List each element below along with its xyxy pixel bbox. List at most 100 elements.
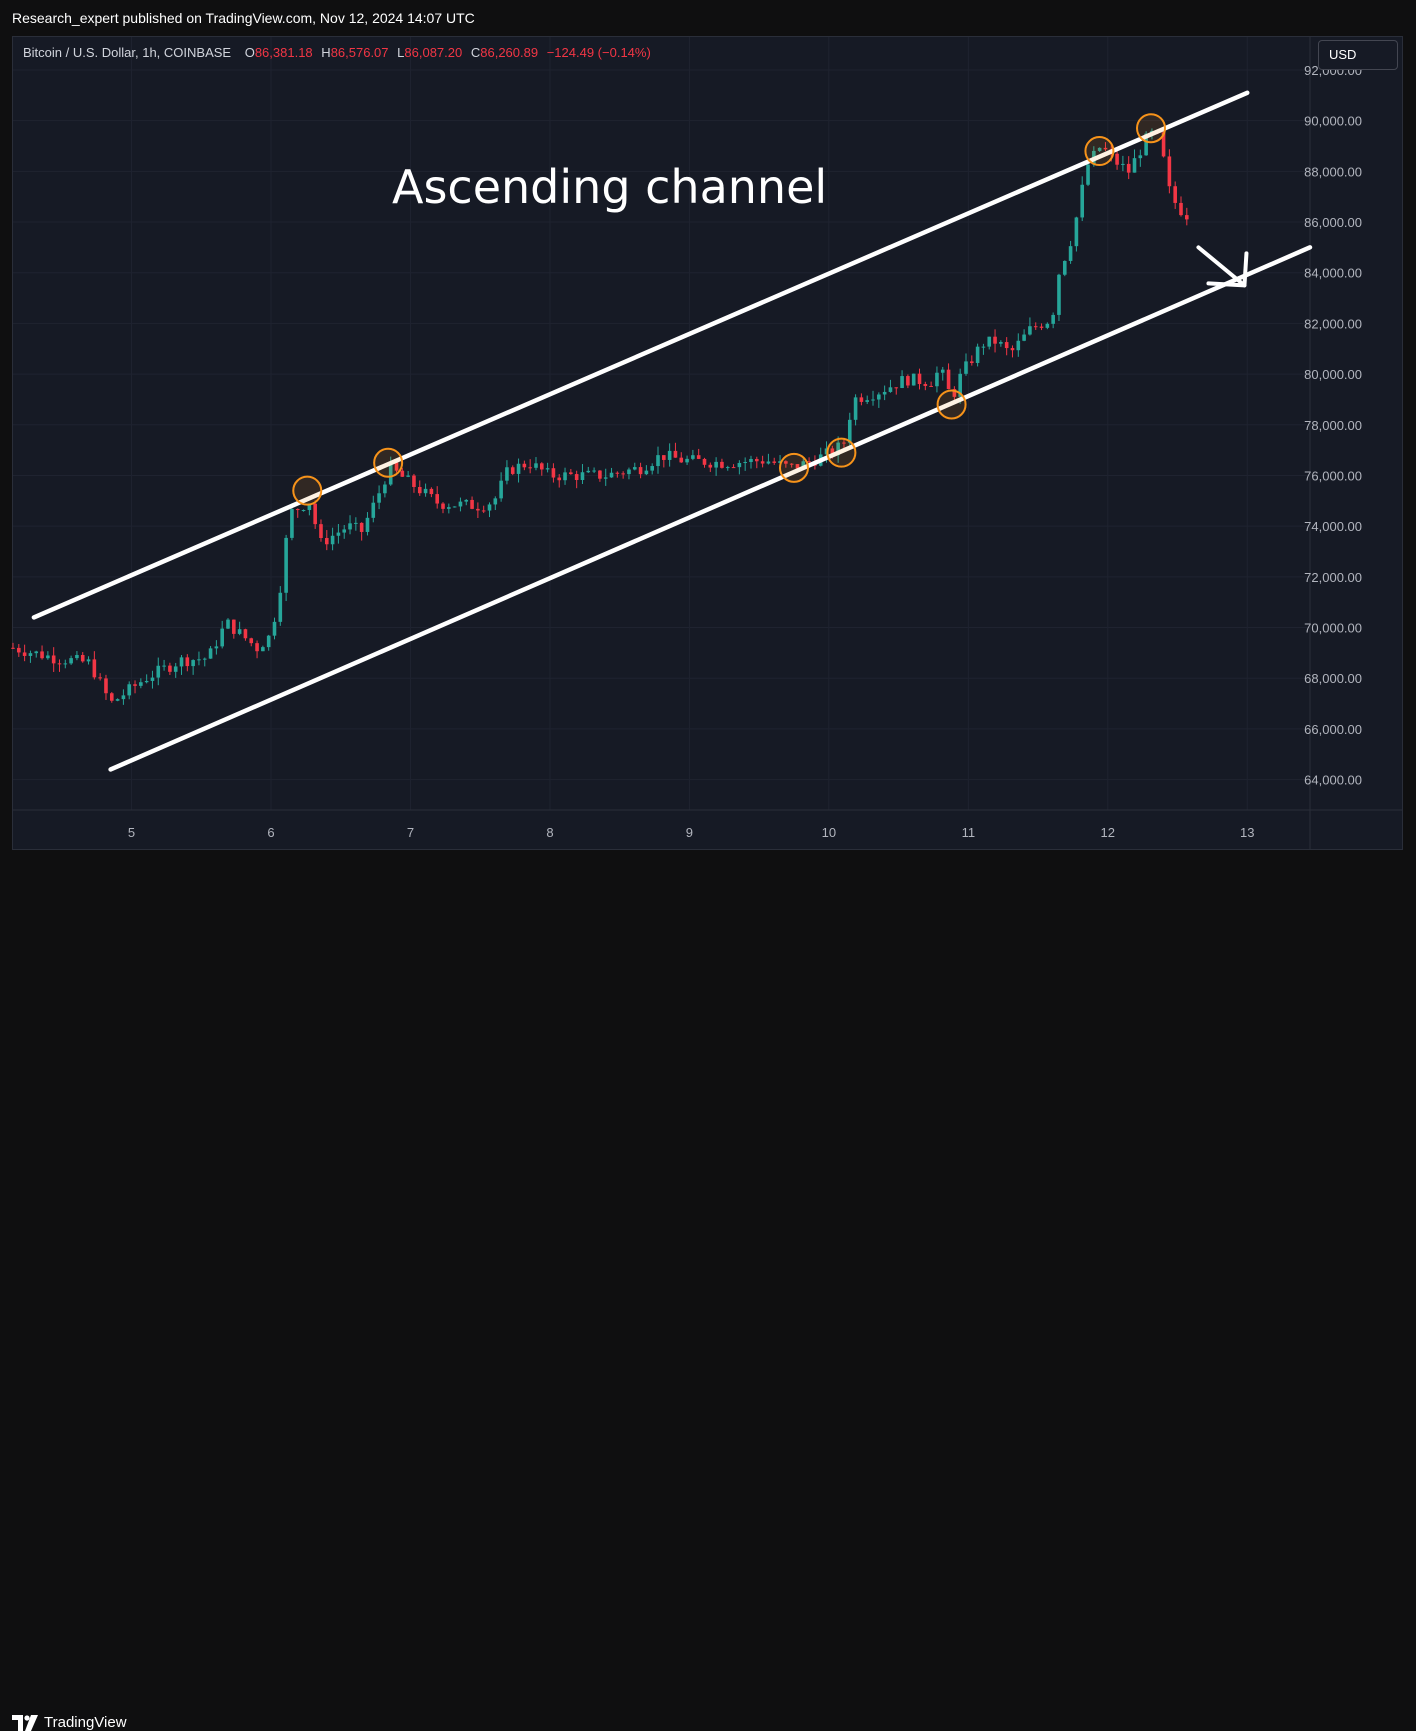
candle bbox=[702, 458, 707, 465]
candle bbox=[784, 461, 788, 464]
candle bbox=[853, 397, 858, 420]
candle bbox=[900, 376, 904, 389]
candle bbox=[545, 468, 550, 470]
arrow-shaft[interactable] bbox=[1196, 245, 1247, 288]
candle bbox=[1179, 202, 1183, 216]
x-tick-label: 8 bbox=[546, 825, 553, 840]
candle bbox=[371, 502, 376, 518]
candle bbox=[714, 461, 718, 468]
candle bbox=[650, 466, 655, 471]
candle bbox=[342, 529, 347, 533]
touch-marker[interactable] bbox=[1084, 136, 1115, 167]
footer-bar: TradingView bbox=[0, 852, 1416, 1731]
candle bbox=[1004, 342, 1009, 349]
channel-upper-line[interactable] bbox=[31, 90, 1250, 620]
tradingview-logo-icon bbox=[12, 1714, 38, 1731]
annotation-text[interactable]: Ascending channel bbox=[392, 160, 827, 214]
candlestick-chart[interactable]: 64,000.00 66,000.00 68,000.00 70,000.00 72,0… bbox=[0, 0, 1416, 893]
candle bbox=[842, 442, 846, 444]
currency-button[interactable]: USD bbox=[1318, 40, 1398, 70]
candle bbox=[807, 461, 811, 463]
candle bbox=[1132, 158, 1137, 173]
candle bbox=[1185, 215, 1189, 220]
candle bbox=[156, 665, 161, 678]
candle bbox=[999, 342, 1003, 344]
candle bbox=[615, 472, 620, 474]
header-bar: Research_expert published on TradingView… bbox=[0, 0, 1416, 36]
y-tick-label: 90,000.00 bbox=[1304, 114, 1362, 129]
open-label: O bbox=[244, 45, 255, 60]
candle bbox=[859, 397, 864, 402]
candle bbox=[1045, 323, 1050, 328]
candle bbox=[11, 647, 15, 649]
candle bbox=[168, 665, 172, 672]
arrow-head[interactable] bbox=[1206, 251, 1249, 288]
touch-marker[interactable] bbox=[778, 452, 809, 483]
candle bbox=[935, 372, 939, 387]
candle bbox=[220, 628, 224, 647]
touch-marker[interactable] bbox=[1136, 113, 1167, 144]
candle bbox=[17, 647, 21, 653]
symbol-legend[interactable]: Bitcoin / U.S. Dollar, 1h, COINBASE O86,… bbox=[23, 45, 651, 60]
candle bbox=[830, 448, 835, 456]
candle bbox=[104, 678, 108, 694]
candle bbox=[801, 461, 806, 469]
candle bbox=[493, 498, 498, 505]
candle bbox=[51, 655, 56, 664]
candle bbox=[139, 682, 143, 686]
candle bbox=[133, 684, 137, 686]
candle bbox=[574, 474, 579, 480]
candle bbox=[330, 535, 335, 545]
candle bbox=[528, 467, 532, 469]
candle bbox=[1138, 155, 1143, 159]
candle bbox=[987, 336, 992, 347]
candle bbox=[232, 619, 236, 634]
candle bbox=[847, 419, 852, 443]
candle bbox=[255, 643, 259, 652]
candle bbox=[766, 461, 771, 464]
candle bbox=[57, 663, 62, 665]
candle bbox=[46, 655, 50, 659]
candle bbox=[185, 657, 190, 667]
touch-marker[interactable] bbox=[292, 475, 323, 506]
candle bbox=[388, 462, 393, 485]
candle bbox=[406, 475, 410, 477]
candle bbox=[173, 666, 178, 672]
candle bbox=[598, 470, 602, 479]
candle bbox=[563, 472, 567, 481]
candle bbox=[261, 647, 265, 652]
candle bbox=[324, 538, 329, 545]
candle bbox=[603, 477, 608, 479]
y-tick-label: 86,000.00 bbox=[1304, 215, 1362, 230]
channel-lower-line[interactable] bbox=[108, 245, 1313, 772]
close-label: C bbox=[470, 45, 481, 60]
candle bbox=[208, 648, 213, 659]
touch-marker[interactable] bbox=[936, 389, 967, 420]
touch-marker[interactable] bbox=[826, 437, 857, 468]
candle bbox=[754, 458, 759, 462]
candle bbox=[662, 455, 666, 460]
candle bbox=[1068, 246, 1073, 261]
candle bbox=[284, 537, 288, 593]
candle bbox=[400, 470, 405, 477]
candle bbox=[836, 442, 840, 456]
candle bbox=[481, 510, 486, 512]
candle bbox=[505, 467, 509, 481]
candle bbox=[772, 461, 777, 463]
brand[interactable]: TradingView bbox=[12, 1714, 127, 1731]
candle bbox=[28, 653, 33, 656]
candle bbox=[609, 472, 614, 478]
candle bbox=[964, 361, 968, 374]
candle bbox=[417, 487, 422, 494]
candle bbox=[354, 522, 358, 524]
candle bbox=[778, 461, 782, 463]
candle bbox=[359, 522, 364, 532]
open-value: 86,381.18 bbox=[254, 45, 313, 60]
candle bbox=[162, 665, 166, 667]
candle bbox=[226, 619, 230, 629]
candle bbox=[1161, 132, 1166, 157]
candle bbox=[789, 463, 794, 465]
touch-marker[interactable] bbox=[373, 447, 404, 478]
candle bbox=[464, 499, 469, 502]
symbol-name: Bitcoin / U.S. Dollar, 1h, COINBASE bbox=[23, 45, 232, 60]
